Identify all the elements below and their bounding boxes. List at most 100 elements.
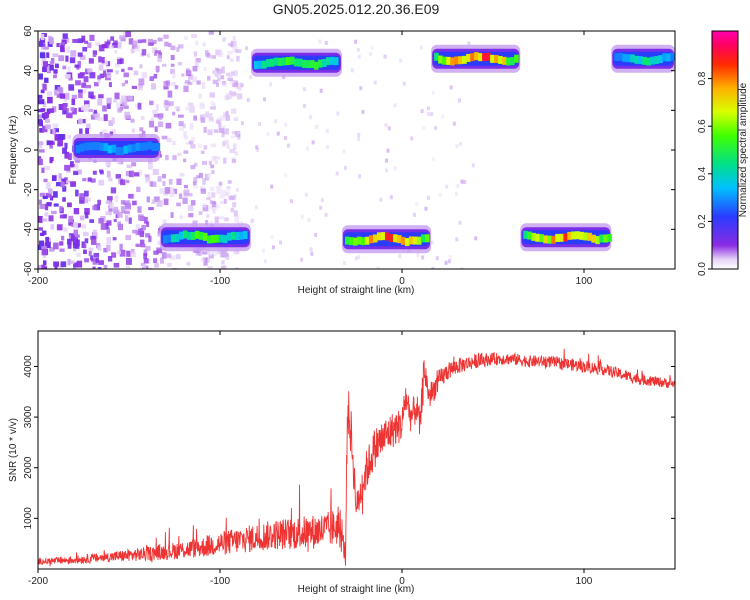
- spectrogram-segment-cell: [626, 54, 631, 63]
- spectrogram-noise-cell: [81, 35, 86, 42]
- spectrogram-segment-cell: [289, 56, 295, 65]
- spectrogram-noise-cell: [203, 258, 208, 263]
- snr-x-axis-label: Height of straight line (km): [298, 584, 415, 595]
- spectrogram-noise-cell: [38, 109, 44, 113]
- spectrogram-noise-cell: [60, 45, 65, 52]
- spectrogram-noise-cell: [245, 46, 249, 51]
- spectrogram-noise-cell: [202, 205, 209, 212]
- spectrogram-noise-cell: [447, 259, 451, 264]
- spectrogram-noise-cell: [402, 81, 406, 86]
- spectrogram-noise-cell: [54, 265, 58, 269]
- spectrogram-noise-cell: [168, 186, 174, 193]
- spectrogram-noise-cell: [158, 121, 164, 128]
- spectrogram-noise-cell: [40, 89, 45, 94]
- spectrogram-noise-cell: [216, 118, 222, 122]
- spectrogram-noise-cell: [262, 97, 266, 102]
- spectrogram-segment-cell: [478, 53, 483, 62]
- spectrogram-noise-cell: [137, 102, 142, 110]
- spectrogram-noise-cell: [226, 144, 230, 149]
- spectrogram-noise-cell: [59, 248, 65, 252]
- spectrogram-segment-cell: [416, 236, 422, 245]
- spectrogram-segment-cell: [321, 59, 327, 68]
- spectrogram-segment-cell: [123, 145, 129, 154]
- spectrogram-noise-cell: [231, 40, 237, 47]
- spectrogram-noise-cell: [269, 82, 273, 87]
- spectrogram-noise-cell: [40, 33, 45, 41]
- spectrogram-segment-cell: [563, 233, 568, 242]
- spectrogram-segment-cell: [424, 234, 430, 243]
- spectrogram-noise-cell: [72, 39, 79, 43]
- spectrogram-noise-cell: [51, 210, 57, 215]
- x-tick-label: -100: [210, 276, 230, 287]
- spectrogram-noise-cell: [183, 158, 187, 163]
- spectrogram-noise-cell: [208, 117, 215, 122]
- spectrogram-noise-cell: [56, 42, 60, 48]
- spectrogram-segment-cell: [182, 230, 188, 239]
- spectrogram-noise-cell: [145, 177, 151, 183]
- spectrogram-noise-cell: [314, 232, 318, 237]
- spectrogram-noise-cell: [240, 83, 244, 88]
- spectrogram-noise-cell: [111, 252, 117, 258]
- spectrogram-noise-cell: [235, 49, 242, 54]
- spectrogram-noise-cell: [79, 193, 85, 200]
- spectrogram-noise-cell: [192, 76, 197, 82]
- spectrogram-noise-cell: [210, 143, 217, 148]
- spectrogram-noise-cell: [153, 73, 158, 79]
- spectrogram-noise-cell: [199, 104, 205, 109]
- spectrogram-noise-cell: [445, 184, 449, 189]
- spectrogram-noise-cell: [42, 218, 48, 222]
- spectrogram-noise-cell: [120, 206, 126, 214]
- spectrogram-noise-cell: [126, 179, 130, 184]
- spectrogram-noise-cell: [114, 92, 120, 100]
- x-tick-label: 100: [576, 276, 593, 287]
- spectrogram-segment-cell: [79, 143, 85, 152]
- spectrogram-noise-cell: [115, 174, 121, 179]
- spectrogram-noise-cell: [38, 120, 43, 127]
- spectrogram-noise-cell: [230, 72, 234, 77]
- spectrogram-noise-cell: [84, 207, 90, 215]
- spectrogram-noise-cell: [232, 202, 237, 208]
- spectrogram-segment-cell: [364, 236, 370, 245]
- spectrogram-noise-cell: [224, 217, 229, 222]
- spectrogram-noise-cell: [431, 266, 435, 269]
- y-tick-label: -60: [23, 261, 34, 276]
- spectrogram-noise-cell: [159, 188, 165, 194]
- spectrogram-noise-cell: [223, 199, 227, 204]
- spectrogram-segment-cell: [222, 235, 228, 244]
- spectrogram-noise-cell: [93, 252, 100, 258]
- spectrogram-noise-cell: [233, 210, 238, 217]
- spectrogram-segment-cell: [527, 231, 532, 240]
- spectrogram-noise-cell: [54, 133, 60, 141]
- spectrogram-noise-cell: [38, 240, 44, 247]
- y-tick-label: 40: [23, 65, 34, 77]
- spectrogram-noise-cell: [219, 185, 223, 190]
- spectrogram-segment-cell: [127, 144, 133, 153]
- spectrogram-noise-cell: [140, 216, 145, 222]
- spectrogram-noise-cell: [89, 72, 96, 79]
- spectrogram-noise-cell: [176, 178, 182, 186]
- spectrogram-segment-cell: [253, 61, 259, 70]
- spectrogram-noise-cell: [106, 237, 111, 244]
- spectrogram-noise-cell: [232, 83, 238, 88]
- spectrogram-noise-cell: [75, 239, 80, 247]
- spectrogram-segment: [341, 225, 432, 254]
- spectrogram-segment-cell: [162, 235, 168, 244]
- spectrogram-noise-cell: [68, 215, 74, 223]
- spectrogram-segment: [159, 223, 251, 252]
- spectrogram-noise-cell: [86, 197, 91, 202]
- spectrogram-noise-cell: [320, 198, 324, 203]
- spectrogram-noise-cell: [207, 129, 213, 136]
- spectrogram-segment-cell: [384, 232, 390, 241]
- spectrogram-noise-cell: [234, 267, 239, 269]
- spectrogram-noise-cell: [203, 145, 208, 150]
- spectrogram-segment-cell: [539, 234, 544, 243]
- spectrogram-noise-cell: [218, 122, 222, 128]
- spectrogram-noise-cell: [38, 141, 44, 146]
- spectrogram-noise-cell: [82, 177, 87, 182]
- spectrogram-segment: [250, 48, 342, 77]
- x-tick-label: 0: [399, 276, 405, 287]
- spectrogram-segment-cell: [131, 144, 137, 153]
- spectrogram-noise-cell: [226, 189, 231, 195]
- spectrogram-noise-cell: [319, 205, 323, 210]
- spectrogram-noise-cell: [66, 238, 72, 245]
